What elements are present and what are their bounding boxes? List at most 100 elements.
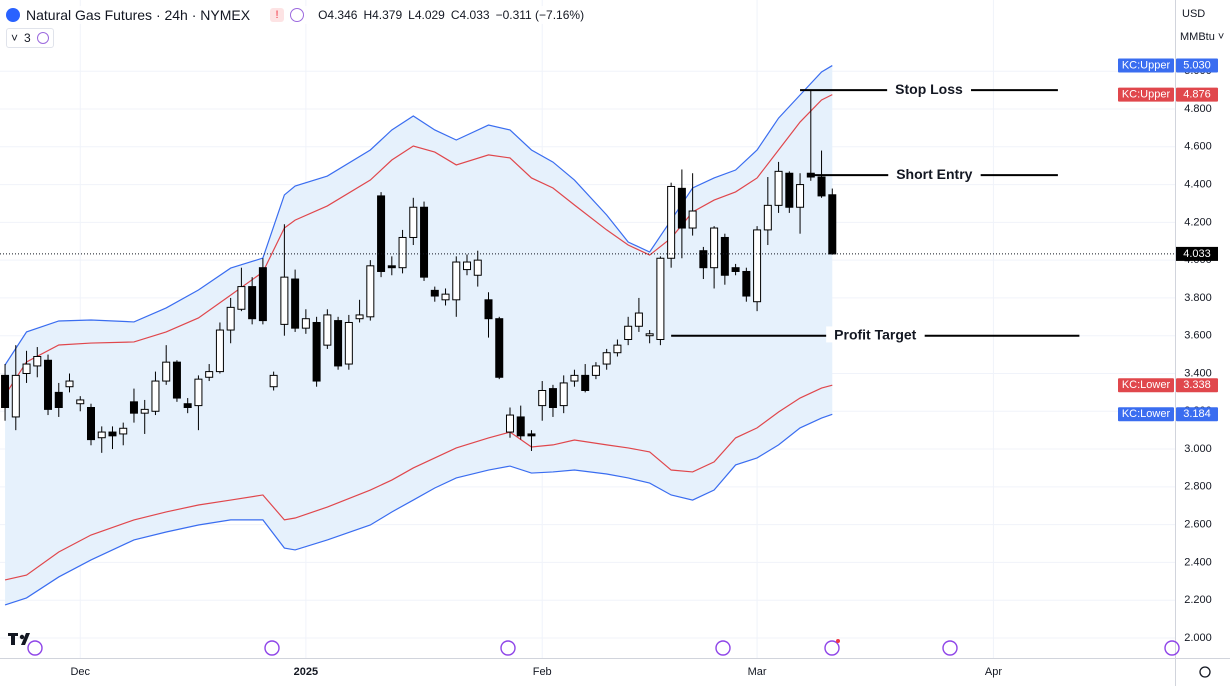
candle-body xyxy=(344,321,353,365)
candle-body xyxy=(720,236,729,276)
symbol-title[interactable]: Natural Gas Futures · 24h · NYMEX xyxy=(26,7,251,23)
candle-body xyxy=(441,293,450,301)
candle-body xyxy=(280,276,289,325)
candle-body xyxy=(828,194,837,255)
candle-body xyxy=(355,314,364,320)
series-name: KC:Upper xyxy=(1122,89,1171,101)
candle-body xyxy=(677,187,686,229)
candle-body xyxy=(559,382,568,407)
open: O4.346 xyxy=(318,8,358,22)
annotation-bg xyxy=(887,80,972,97)
currency[interactable]: USD xyxy=(1182,8,1206,20)
y-tick-label: 3.400 xyxy=(1184,367,1212,379)
candle-body xyxy=(22,363,31,374)
price-tags: KC:Upper 5.030 KC:Upper 4.876 KC:Lower 3.338 K… xyxy=(1118,58,1218,422)
candle-body xyxy=(312,321,321,382)
candle-body xyxy=(33,355,42,367)
annotations: Stop Loss Short Entry Profit Target xyxy=(0,80,1175,343)
channel-band xyxy=(5,65,833,605)
event-icons xyxy=(27,640,1180,656)
candle-body xyxy=(763,204,772,231)
candle-body xyxy=(151,380,160,412)
channels xyxy=(4,65,833,606)
channel-line xyxy=(4,384,833,581)
event-icon[interactable] xyxy=(942,640,958,656)
candle-body xyxy=(473,259,482,276)
symbol-icon xyxy=(6,8,20,22)
value-tag xyxy=(1176,407,1218,422)
indicator-toggle[interactable]: ˅ 3 xyxy=(6,28,54,48)
candle-body xyxy=(248,286,257,320)
x-tick-label: 2025 xyxy=(294,666,318,678)
candle-body xyxy=(796,184,805,208)
settings-icon[interactable] xyxy=(1199,666,1211,678)
candle-body xyxy=(301,318,310,329)
event-icon[interactable] xyxy=(264,640,280,656)
series-name: KC:Upper xyxy=(1122,59,1171,71)
candle-body xyxy=(656,257,665,340)
y-tick-label: 4.200 xyxy=(1184,216,1212,228)
event-icon[interactable] xyxy=(824,640,840,656)
candle-body xyxy=(108,431,117,437)
candle-body xyxy=(205,371,214,378)
y-tick-label: 2.600 xyxy=(1184,519,1212,531)
candle-body xyxy=(162,361,171,382)
chevron: ˅ xyxy=(11,31,19,45)
candle-body xyxy=(699,250,708,269)
candle-body xyxy=(1,374,10,408)
candle-body xyxy=(420,206,429,278)
y-tick-label: 4.800 xyxy=(1184,103,1212,115)
candle-body xyxy=(624,325,633,340)
candle-body xyxy=(323,314,332,346)
x-tick-label: Feb xyxy=(533,666,552,678)
series-name: KC:Lower xyxy=(1122,408,1171,420)
candle-body xyxy=(548,388,557,408)
value-label: 3.338 xyxy=(1183,379,1211,391)
alert-icon[interactable]: ! xyxy=(270,8,285,22)
candle-body xyxy=(452,261,461,301)
event-icon[interactable] xyxy=(715,640,731,656)
value-label: 5.030 xyxy=(1183,59,1211,71)
indicator-count: 3 xyxy=(24,31,31,45)
candle-body xyxy=(97,431,106,439)
candle-body xyxy=(785,172,794,208)
y-tick-label: 3.800 xyxy=(1184,292,1212,304)
channel-fill xyxy=(5,65,833,605)
refresh-icon[interactable] xyxy=(290,8,305,22)
candle-body xyxy=(269,374,278,388)
candle-body xyxy=(44,359,53,410)
series-name: KC:Lower xyxy=(1122,379,1171,391)
unit[interactable]: MMBtu ˅ xyxy=(1180,31,1225,43)
candle-body xyxy=(409,206,418,238)
candle-body xyxy=(54,391,63,408)
y-tick-label: 2.800 xyxy=(1184,481,1212,493)
low: L4.029 xyxy=(408,8,445,22)
candle-body xyxy=(86,406,95,441)
event-icon[interactable] xyxy=(27,640,43,656)
high: H4.379 xyxy=(363,8,403,22)
candle-body xyxy=(817,176,826,197)
candle-body xyxy=(570,374,579,382)
value-label: 4.876 xyxy=(1183,89,1211,101)
event-icon[interactable] xyxy=(1164,640,1180,656)
candle-body xyxy=(742,270,751,297)
annotation-text: Short Entry xyxy=(896,166,972,182)
candle-body xyxy=(591,365,600,376)
candle-body xyxy=(183,403,192,408)
event-icon[interactable] xyxy=(500,640,516,656)
candle-body xyxy=(495,318,504,378)
y-tick-label: 2.200 xyxy=(1184,594,1212,606)
value-tag xyxy=(1176,58,1218,73)
candle-body xyxy=(140,408,149,414)
y-tick-label: 2.400 xyxy=(1184,556,1212,568)
candle-body xyxy=(538,389,547,407)
channel-line xyxy=(4,65,833,366)
series-name-tag xyxy=(1118,87,1174,102)
candle-body xyxy=(258,267,267,322)
candles xyxy=(1,90,837,453)
value-label: 3.184 xyxy=(1183,408,1211,420)
price-tag xyxy=(1176,246,1218,261)
annotation-text: Profit Target xyxy=(834,326,917,342)
series-name-tag xyxy=(1118,407,1174,422)
candle-body xyxy=(602,352,611,365)
